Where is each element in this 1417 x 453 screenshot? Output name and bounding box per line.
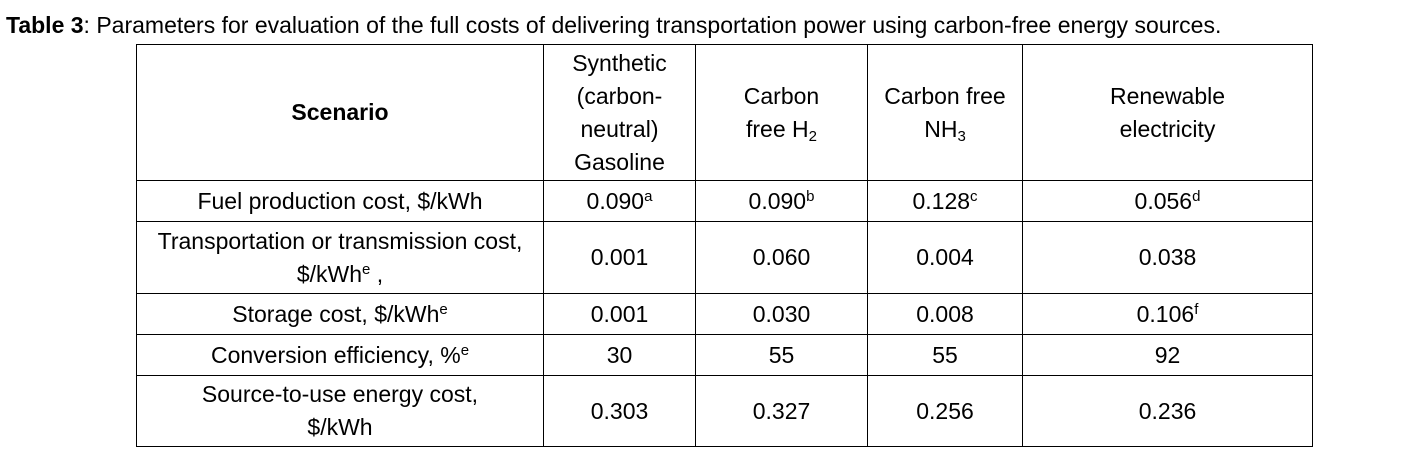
table-cell: 0.106f bbox=[1022, 293, 1313, 335]
table-cell: 0.090a bbox=[543, 180, 696, 222]
table-cell: 0.008 bbox=[867, 293, 1023, 335]
table-cell: 0.327 bbox=[695, 375, 868, 447]
table-cell: 0.001 bbox=[543, 293, 696, 335]
caption-label: Table 3 bbox=[6, 12, 84, 38]
table-caption: Table 3: Parameters for evaluation of th… bbox=[6, 10, 1221, 40]
header-carbon-free-h2: Carbon free H2 bbox=[695, 44, 868, 181]
table-row: Storage cost, $/kWhe 0.001 0.030 0.008 0… bbox=[136, 293, 1313, 335]
row-label: Transportation or transmission cost, $/k… bbox=[136, 221, 544, 294]
row-label: Conversion efficiency, %e bbox=[136, 334, 544, 376]
table-cell: 0.236 bbox=[1022, 375, 1313, 447]
table-cell: 0.038 bbox=[1022, 221, 1313, 294]
table-cell: 55 bbox=[867, 334, 1023, 376]
table-cell: 0.004 bbox=[867, 221, 1023, 294]
header-row: Scenario Synthetic (carbon-neutral) Gaso… bbox=[136, 44, 1313, 181]
table-cell: 92 bbox=[1022, 334, 1313, 376]
table-cell: 0.128c bbox=[867, 180, 1023, 222]
row-label: Fuel production cost, $/kWh bbox=[136, 180, 544, 222]
header-scenario: Scenario bbox=[136, 44, 544, 181]
caption-text: : Parameters for evaluation of the full … bbox=[83, 12, 1222, 38]
table-cell: 55 bbox=[695, 334, 868, 376]
table-row: Conversion efficiency, %e 30 55 55 92 bbox=[136, 334, 1313, 376]
row-label: Storage cost, $/kWhe bbox=[136, 293, 544, 335]
table-cell: 0.056d bbox=[1022, 180, 1313, 222]
table-row: Transportation or transmission cost, $/k… bbox=[136, 221, 1313, 294]
table-cell: 30 bbox=[543, 334, 696, 376]
table-row: Fuel production cost, $/kWh 0.090a 0.090… bbox=[136, 180, 1313, 222]
table-cell: 0.090b bbox=[695, 180, 868, 222]
header-synthetic-gasoline: Synthetic (carbon-neutral) Gasoline bbox=[543, 44, 696, 181]
header-renewable-electricity: Renewable electricity bbox=[1022, 44, 1313, 181]
table-cell: 0.030 bbox=[695, 293, 868, 335]
row-label: Source-to-use energy cost, $/kWh bbox=[136, 375, 544, 447]
table-cell: 0.060 bbox=[695, 221, 868, 294]
table-row: Source-to-use energy cost, $/kWh 0.303 0… bbox=[136, 375, 1313, 447]
parameters-table: Scenario Synthetic (carbon-neutral) Gaso… bbox=[136, 44, 1313, 447]
header-carbon-free-nh3: Carbon free NH3 bbox=[867, 44, 1023, 181]
table-cell: 0.001 bbox=[543, 221, 696, 294]
table-cell: 0.303 bbox=[543, 375, 696, 447]
table-cell: 0.256 bbox=[867, 375, 1023, 447]
